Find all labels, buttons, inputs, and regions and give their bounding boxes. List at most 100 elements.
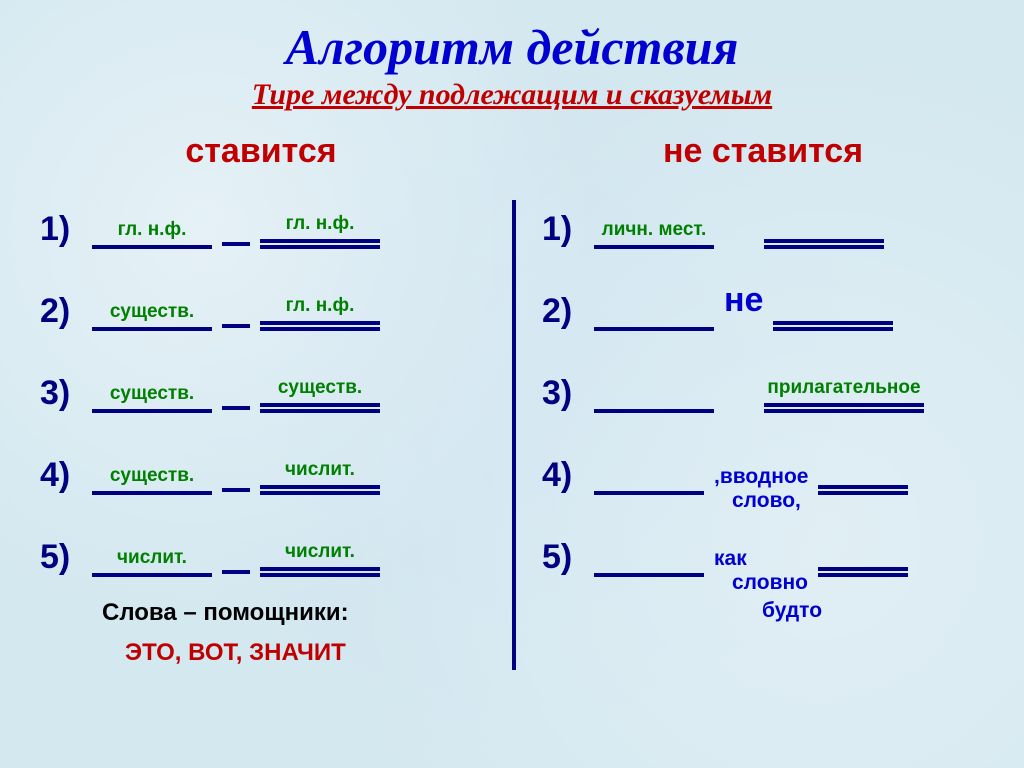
predicate-line: [773, 321, 893, 331]
mid-word: как: [714, 547, 747, 571]
dash-icon: [222, 488, 250, 492]
mid-word: ,вводное: [714, 465, 808, 489]
subject-label: числит.: [117, 547, 187, 569]
predicate-part: гл. н.ф.: [260, 295, 380, 331]
row-number: 2): [542, 292, 594, 331]
subject-line: [594, 245, 714, 249]
pattern: существ. числит.: [92, 435, 482, 495]
subject-label: существ.: [110, 465, 194, 487]
right-row: 2) не: [542, 271, 984, 331]
subject-line: [92, 327, 212, 331]
pattern: прилагательное: [594, 353, 984, 413]
dash-icon: [222, 324, 250, 328]
pattern: числит. числит.: [92, 517, 482, 577]
subject-part: существ.: [92, 383, 212, 413]
dash-icon: [222, 406, 250, 410]
row-number: 1): [40, 210, 92, 249]
subject-part: личн. мест.: [594, 219, 714, 249]
predicate-line: [818, 567, 908, 577]
predicate-line: [260, 485, 380, 495]
dash-icon: [222, 242, 250, 246]
predicate-part: числит.: [260, 541, 380, 577]
pattern: как словно: [594, 517, 984, 577]
row-number: 1): [542, 210, 594, 249]
left-row: 4) существ. числит.: [40, 435, 482, 495]
row-number: 5): [542, 538, 594, 577]
predicate-part: прилагательное: [764, 377, 924, 413]
subject-label: существ.: [110, 301, 194, 323]
mid-word: слово,: [714, 489, 801, 513]
predicate-line: [260, 403, 380, 413]
subject-part: гл. н.ф.: [92, 219, 212, 249]
predicate-part: существ.: [260, 377, 380, 413]
pattern: существ. существ.: [92, 353, 482, 413]
subject-label: личн. мест.: [602, 219, 707, 241]
pattern: не: [594, 271, 984, 331]
mid-stack: как словно: [714, 547, 808, 595]
helpers-label: Слова – помощники:: [102, 599, 482, 627]
mid-stack: ,вводное слово,: [714, 465, 808, 513]
mid-word-ne: не: [724, 281, 763, 320]
subject-part: [594, 327, 714, 331]
subject-part: числит.: [92, 547, 212, 577]
subject-line: [594, 573, 704, 577]
right-row: 1) личн. мест.: [542, 189, 984, 249]
pattern: гл. н.ф. гл. н.ф.: [92, 189, 482, 249]
subject-part: существ.: [92, 301, 212, 331]
pattern: личн. мест.: [594, 189, 984, 249]
subject-line: [594, 327, 714, 331]
subject-part: [594, 573, 704, 577]
predicate-line: [764, 239, 884, 249]
page-subtitle: Тире между подлежащим и сказуемым: [0, 78, 1024, 112]
right-row: 5) как словно: [542, 517, 984, 577]
row-number: 4): [542, 456, 594, 495]
row-number: 3): [40, 374, 92, 413]
predicate-part: [764, 239, 884, 249]
budto-word: будто: [762, 599, 984, 623]
left-row: 2) существ. гл. н.ф.: [40, 271, 482, 331]
subject-line: [92, 245, 212, 249]
subject-part: существ.: [92, 465, 212, 495]
predicate-line: [764, 403, 924, 413]
predicate-part: [818, 567, 908, 577]
predicate-line: [818, 485, 908, 495]
right-row: 3) прилагательное: [542, 353, 984, 413]
subject-line: [92, 573, 212, 577]
subject-line: [92, 409, 212, 413]
predicate-label: прилагательное: [767, 377, 920, 399]
left-heading: ставится: [40, 132, 482, 171]
row-number: 4): [40, 456, 92, 495]
subject-line: [594, 491, 704, 495]
predicate-label: существ.: [278, 377, 362, 399]
left-row: 1) гл. н.ф. гл. н.ф.: [40, 189, 482, 249]
subject-line: [594, 409, 714, 413]
predicate-part: гл. н.ф.: [260, 213, 380, 249]
right-heading: не ставится: [542, 132, 984, 171]
right-column: не ставится 1) личн. мест. 2) не: [512, 132, 984, 667]
row-number: 5): [40, 538, 92, 577]
subject-line: [92, 491, 212, 495]
row-number: 2): [40, 292, 92, 331]
columns-container: ставится 1) гл. н.ф. гл. н.ф. 2) существ…: [0, 132, 1024, 667]
subject-part: [594, 491, 704, 495]
pattern: ,вводное слово,: [594, 435, 984, 495]
mid-word: словно: [714, 571, 808, 595]
dash-icon: [222, 570, 250, 574]
pattern: существ. гл. н.ф.: [92, 271, 482, 331]
predicate-part: числит.: [260, 459, 380, 495]
predicate-line: [260, 321, 380, 331]
left-column: ставится 1) гл. н.ф. гл. н.ф. 2) существ…: [40, 132, 512, 667]
row-number: 3): [542, 374, 594, 413]
subject-part: [594, 409, 714, 413]
right-row: 4) ,вводное слово,: [542, 435, 984, 495]
predicate-line: [260, 239, 380, 249]
predicate-part: [773, 321, 893, 331]
predicate-part: [818, 485, 908, 495]
helpers-words: ЭТО, ВОТ, ЗНАЧИТ: [125, 639, 482, 667]
predicate-label: числит.: [285, 541, 355, 563]
subject-label: существ.: [110, 383, 194, 405]
predicate-label: гл. н.ф.: [286, 295, 355, 317]
page-title: Алгоритм действия: [0, 0, 1024, 76]
left-row: 5) числит. числит.: [40, 517, 482, 577]
left-row: 3) существ. существ.: [40, 353, 482, 413]
